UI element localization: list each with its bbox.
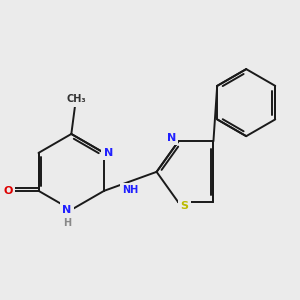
Text: N: N bbox=[104, 148, 113, 158]
Text: S: S bbox=[180, 201, 188, 211]
Text: NH: NH bbox=[122, 185, 139, 195]
Text: CH₃: CH₃ bbox=[67, 94, 86, 104]
Text: O: O bbox=[3, 186, 13, 196]
Text: N: N bbox=[62, 205, 72, 215]
Text: N: N bbox=[167, 133, 176, 142]
Text: H: H bbox=[63, 218, 71, 228]
